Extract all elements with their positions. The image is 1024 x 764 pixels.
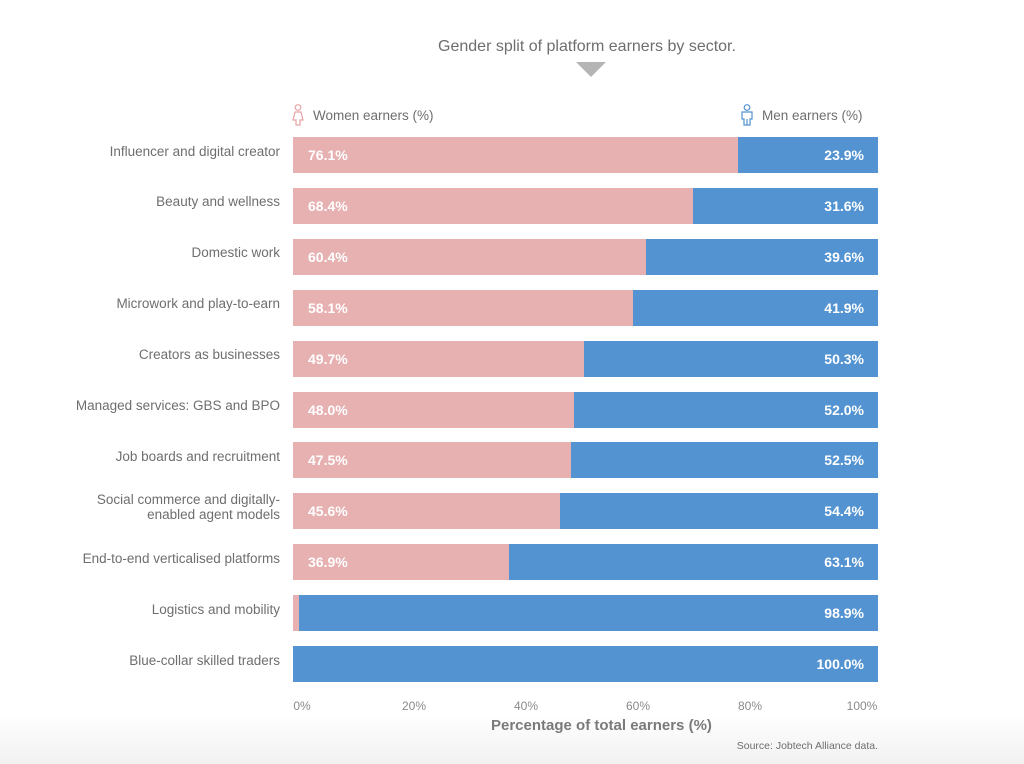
x-tick-label: 20%	[401, 699, 427, 713]
category-label: Job boards and recruitment	[20, 449, 280, 464]
value-label-men: 23.9%	[824, 147, 864, 163]
category-label: End-to-end verticalised platforms	[20, 551, 280, 566]
bar-women	[293, 391, 574, 428]
chart-title: Gender split of platform earners by sect…	[438, 38, 736, 55]
category-label: Blue-collar skilled traders	[20, 653, 280, 668]
category-label: Beauty and wellness	[20, 194, 280, 209]
value-label-women: 76.1%	[308, 147, 348, 163]
value-label-men: 39.6%	[824, 248, 864, 265]
category-label-line: Creators as businesses	[138, 347, 280, 363]
bar-men	[559, 493, 878, 530]
category-label-line: Microwork and play-to-earn	[116, 296, 280, 312]
bar-women	[293, 137, 739, 173]
category-label: Logistics and mobility	[20, 602, 280, 617]
category-label-line: Logistics and mobility	[151, 601, 280, 617]
category-label: Microwork and play-to-earn	[20, 296, 280, 311]
bar-women	[293, 187, 694, 224]
bar-men	[646, 238, 878, 275]
female-person-icon	[292, 104, 304, 126]
bar-women	[293, 289, 633, 326]
value-label-women: 36.9%	[308, 554, 348, 571]
category-label: Influencer and digital creator	[20, 144, 280, 159]
bar-women	[293, 493, 560, 530]
bar-men	[570, 442, 878, 479]
bar-men	[293, 646, 878, 682]
value-label-men: 54.4%	[824, 503, 864, 520]
value-label-men: 52.0%	[824, 401, 864, 418]
bar-women	[293, 340, 584, 377]
category-label-line: enabled agent models	[147, 507, 280, 523]
x-tick-label: 60%	[625, 699, 651, 713]
male-person-icon	[741, 104, 753, 126]
source-note: Source: Jobtech Alliance data.	[736, 740, 878, 752]
category-label-line: Job boards and recruitment	[115, 448, 280, 464]
bar-men	[583, 340, 878, 377]
value-label-men: 52.5%	[824, 452, 864, 469]
x-tick-label: 40%	[513, 699, 539, 713]
legend-men: Men earners (%)	[740, 104, 863, 126]
x-tick-label: 100%	[846, 699, 878, 713]
x-tick-label: 80%	[737, 699, 763, 713]
category-label-line: Blue-collar skilled traders	[129, 652, 280, 668]
bar-women	[293, 595, 300, 632]
down-arrow-icon	[576, 62, 606, 77]
bar-men	[299, 595, 878, 632]
value-label-men: 63.1%	[824, 554, 864, 571]
category-label: Managed services: GBS and BPO	[20, 398, 280, 413]
value-label-women: 68.4%	[308, 197, 348, 214]
category-label-line: Domestic work	[191, 245, 280, 261]
bar-men	[508, 544, 878, 581]
category-label-line: End-to-end verticalised platforms	[82, 550, 280, 566]
category-label: Creators as businesses	[20, 347, 280, 362]
legend-women-label: Women earners (%)	[313, 107, 434, 123]
x-tick-label: 0%	[293, 699, 311, 713]
value-label-men: 50.3%	[824, 350, 864, 367]
value-label-women: 58.1%	[308, 299, 348, 316]
legend-men-label: Men earners (%)	[762, 107, 863, 123]
value-label-men: 41.9%	[824, 299, 864, 316]
legend-women: Women earners (%)	[291, 104, 434, 126]
value-label-women: 45.6%	[308, 503, 348, 520]
value-label-women: 60.4%	[308, 248, 348, 265]
category-label: Domestic work	[20, 245, 280, 260]
category-label: Social commerce and digitally-enabled ag…	[20, 492, 280, 522]
category-label-line: Influencer and digital creator	[109, 143, 280, 159]
value-label-women: 49.7%	[308, 350, 348, 367]
bar-women	[293, 442, 571, 479]
bar-men	[738, 137, 878, 173]
category-label-line: Social commerce and digitally-	[96, 492, 280, 508]
value-label-men: 100.0%	[816, 656, 864, 672]
bar-women	[293, 544, 509, 581]
bar-men	[573, 391, 878, 428]
category-label-line: Beauty and wellness	[156, 194, 280, 210]
value-label-women: 47.5%	[308, 452, 348, 469]
bar-men	[693, 187, 878, 224]
value-label-men: 31.6%	[824, 197, 864, 214]
x-axis-label: Percentage of total earners (%)	[491, 717, 712, 734]
bar-women	[293, 238, 647, 275]
value-label-men: 98.9%	[824, 605, 864, 622]
bar-men	[632, 289, 878, 326]
value-label-women: 48.0%	[308, 401, 348, 418]
category-label-line: Managed services: GBS and BPO	[75, 398, 280, 413]
